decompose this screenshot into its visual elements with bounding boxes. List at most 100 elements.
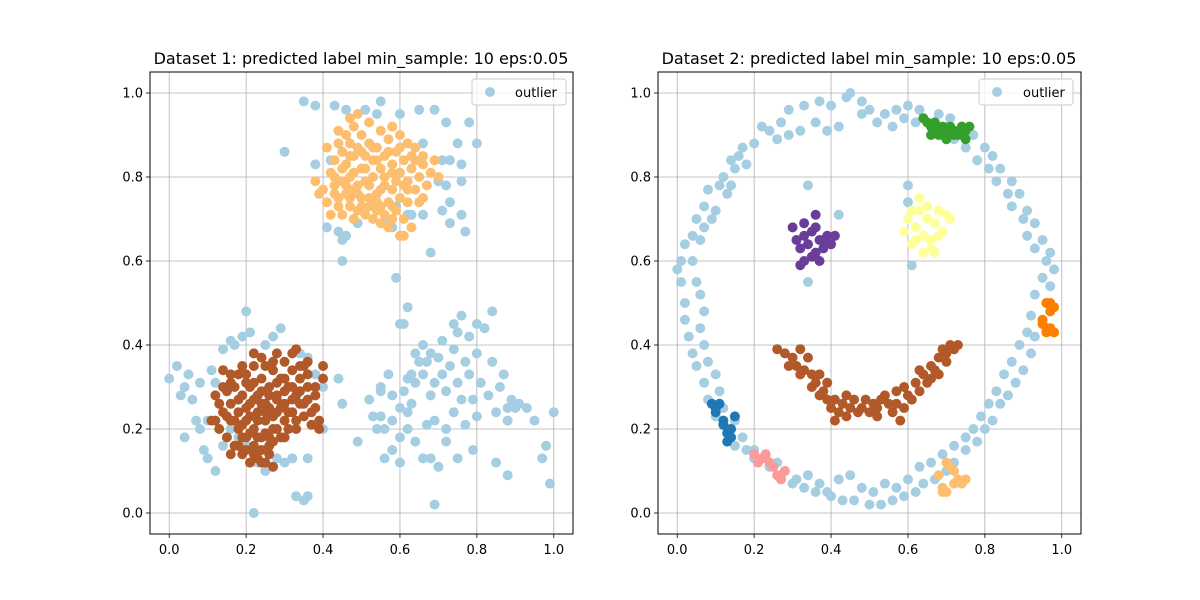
outlier-point: [791, 474, 802, 485]
cluster-point: [329, 188, 340, 199]
outlier-point: [394, 457, 405, 468]
outlier-point: [444, 218, 455, 229]
outlier-point: [1029, 331, 1040, 342]
cluster-point: [318, 361, 329, 371]
cluster-point: [371, 205, 382, 216]
outlier-point: [452, 327, 463, 338]
outlier-point: [406, 398, 417, 409]
outlier-point: [368, 411, 379, 422]
cluster-point: [879, 390, 890, 401]
cluster-point: [926, 373, 937, 384]
cluster-point: [229, 415, 240, 426]
cluster-point: [749, 449, 760, 460]
cluster-point: [329, 155, 340, 166]
cluster-point: [941, 134, 952, 145]
cluster-point: [256, 373, 267, 384]
outlier-point: [337, 256, 348, 266]
outlier-point: [802, 470, 813, 481]
cluster-point: [914, 205, 925, 216]
legend-label-outlier: outlier: [1023, 86, 1066, 101]
cluster-point: [914, 193, 925, 203]
cluster-point: [902, 214, 913, 224]
cluster-point: [287, 394, 298, 405]
cluster-point: [264, 382, 275, 392]
outlier-point: [906, 260, 917, 271]
outlier-point: [772, 134, 783, 145]
outlier-point: [849, 495, 860, 506]
outlier-point: [822, 487, 833, 497]
outlier-point: [394, 432, 405, 443]
outlier-point: [441, 117, 452, 128]
cluster-point: [348, 167, 359, 178]
cluster-point: [387, 159, 398, 170]
outlier-point: [460, 356, 471, 367]
outlier-point: [491, 457, 502, 468]
cluster-point: [371, 155, 382, 166]
outlier-point: [879, 478, 890, 489]
x-tick-label: 1.0: [1051, 543, 1072, 558]
outlier-point: [171, 361, 182, 371]
cluster-point: [344, 138, 355, 149]
outlier-point: [968, 424, 979, 434]
outlier-point: [972, 436, 983, 447]
outlier-point: [833, 121, 844, 132]
series-outlier: [164, 96, 559, 518]
cluster-point: [960, 134, 971, 145]
cluster-point: [394, 167, 405, 178]
outlier-point: [741, 445, 752, 455]
outlier-point: [783, 104, 794, 115]
cluster-series: [706, 398, 740, 447]
cluster-point: [918, 247, 929, 258]
cluster-point: [348, 121, 359, 132]
outlier-point: [856, 482, 867, 493]
outlier-point: [487, 356, 498, 367]
x-tick-label: 0.6: [898, 543, 919, 558]
outlier-point: [679, 314, 690, 325]
outlier-point: [456, 159, 467, 170]
cluster-point: [960, 474, 971, 485]
outlier-point: [1045, 247, 1056, 258]
cluster-point: [333, 201, 344, 212]
cluster-point: [933, 470, 944, 481]
cluster-point: [344, 113, 355, 124]
outlier-point: [737, 432, 748, 443]
cluster-point: [952, 340, 963, 350]
outlier-point: [441, 386, 452, 397]
outlier-point: [899, 491, 910, 502]
cluster-point: [929, 117, 940, 128]
cluster-point: [398, 214, 409, 224]
outlier-point: [456, 310, 467, 321]
outlier-point: [179, 432, 190, 443]
outlier-point: [375, 382, 386, 392]
outlier-point: [726, 180, 737, 191]
outlier-point: [302, 491, 313, 502]
cluster-point: [387, 121, 398, 132]
outlier-point: [402, 302, 413, 313]
outlier-point: [914, 461, 925, 472]
outlier-point: [425, 247, 436, 258]
outlier-point: [902, 197, 913, 208]
outlier-point: [333, 226, 344, 237]
outlier-point: [402, 424, 413, 434]
outlier-point: [448, 407, 459, 418]
cluster-point: [248, 394, 259, 405]
outlier-point: [444, 155, 455, 166]
cluster-point: [356, 146, 367, 157]
outlier-point: [410, 377, 421, 388]
outlier-point: [995, 163, 1006, 174]
cluster-point: [864, 407, 875, 418]
outlier-point: [914, 104, 925, 115]
outlier-point: [1018, 365, 1029, 376]
cluster-point: [310, 176, 321, 187]
outlier-point: [464, 117, 475, 128]
outlier-point: [375, 411, 386, 422]
cluster-point: [218, 382, 229, 392]
cluster-point: [910, 377, 921, 388]
cluster-point: [352, 109, 363, 119]
outlier-point: [822, 125, 833, 136]
outlier-point: [444, 197, 455, 208]
outlier-point: [506, 394, 517, 405]
cluster-point: [248, 348, 259, 359]
cluster-point: [252, 432, 263, 443]
cluster-point: [841, 390, 852, 401]
